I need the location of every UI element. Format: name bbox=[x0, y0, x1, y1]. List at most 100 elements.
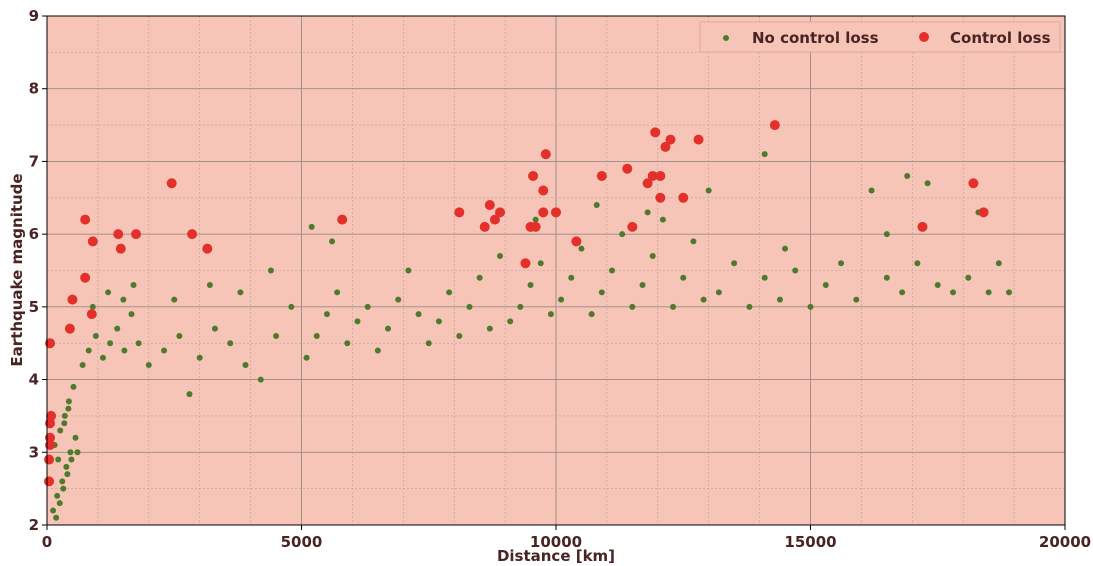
point-no-control-loss bbox=[65, 405, 72, 412]
point-no-control-loss bbox=[838, 260, 845, 267]
point-no-control-loss bbox=[53, 514, 60, 521]
point-control-loss bbox=[64, 323, 75, 334]
point-no-control-loss bbox=[700, 296, 707, 303]
point-no-control-loss bbox=[288, 303, 295, 310]
legend: No control loss Control loss bbox=[699, 21, 1061, 53]
y-tick-label: 5 bbox=[29, 298, 39, 316]
point-no-control-loss bbox=[61, 420, 68, 427]
point-no-control-loss bbox=[206, 282, 213, 289]
point-no-control-loss bbox=[588, 311, 595, 318]
point-control-loss bbox=[540, 149, 551, 160]
point-no-control-loss bbox=[822, 282, 829, 289]
point-no-control-loss bbox=[211, 325, 218, 332]
point-no-control-loss bbox=[782, 245, 789, 252]
point-no-control-loss bbox=[257, 376, 264, 383]
x-tick-label: 15000 bbox=[784, 533, 836, 551]
point-no-control-loss bbox=[55, 456, 62, 463]
point-control-loss bbox=[67, 294, 78, 305]
x-tick-label: 20000 bbox=[1039, 533, 1091, 551]
point-control-loss bbox=[454, 207, 465, 218]
point-no-control-loss bbox=[374, 347, 381, 354]
point-control-loss bbox=[650, 127, 661, 138]
point-no-control-loss bbox=[54, 492, 61, 499]
point-no-control-loss bbox=[323, 311, 330, 318]
point-control-loss bbox=[528, 170, 539, 181]
point-no-control-loss bbox=[89, 303, 96, 310]
point-control-loss bbox=[45, 440, 56, 451]
point-no-control-loss bbox=[868, 187, 875, 194]
point-control-loss bbox=[538, 207, 549, 218]
x-tick-label: 10000 bbox=[530, 533, 582, 551]
point-control-loss bbox=[917, 221, 928, 232]
point-no-control-loss bbox=[72, 434, 79, 441]
point-no-control-loss bbox=[92, 332, 99, 339]
point-no-control-loss bbox=[619, 231, 626, 238]
point-control-loss bbox=[87, 236, 98, 247]
point-no-control-loss bbox=[497, 252, 504, 259]
point-control-loss bbox=[627, 221, 638, 232]
y-axis-ticks: 2 3 4 5 6 7 8 9 bbox=[29, 7, 47, 534]
point-no-control-loss bbox=[924, 180, 931, 187]
x-axis-ticks: 0 5000 10000 15000 20000 bbox=[42, 525, 1091, 551]
point-control-loss bbox=[665, 134, 676, 145]
point-no-control-loss bbox=[130, 282, 137, 289]
point-control-loss bbox=[45, 338, 56, 349]
point-no-control-loss bbox=[598, 289, 605, 296]
point-no-control-loss bbox=[50, 507, 57, 514]
point-no-control-loss bbox=[67, 449, 74, 456]
y-tick-label: 8 bbox=[29, 80, 39, 98]
point-control-loss bbox=[660, 141, 671, 152]
point-no-control-loss bbox=[965, 274, 972, 281]
point-no-control-loss bbox=[176, 332, 183, 339]
point-no-control-loss bbox=[161, 347, 168, 354]
point-no-control-loss bbox=[731, 260, 738, 267]
point-control-loss bbox=[115, 243, 126, 254]
point-no-control-loss bbox=[670, 303, 677, 310]
point-control-loss bbox=[769, 120, 780, 131]
point-no-control-loss bbox=[517, 303, 524, 310]
point-no-control-loss bbox=[56, 500, 63, 507]
point-control-loss bbox=[44, 454, 55, 465]
point-no-control-loss bbox=[99, 354, 106, 361]
point-no-control-loss bbox=[899, 289, 906, 296]
point-no-control-loss bbox=[466, 303, 473, 310]
legend-box bbox=[699, 21, 1061, 53]
point-control-loss bbox=[45, 418, 56, 429]
point-no-control-loss bbox=[644, 209, 651, 216]
point-no-control-loss bbox=[105, 289, 112, 296]
y-tick-label: 3 bbox=[29, 443, 39, 461]
point-no-control-loss bbox=[995, 260, 1002, 267]
point-no-control-loss bbox=[196, 354, 203, 361]
point-no-control-loss bbox=[237, 289, 244, 296]
point-no-control-loss bbox=[649, 252, 656, 259]
point-control-loss bbox=[80, 272, 91, 283]
point-no-control-loss bbox=[715, 289, 722, 296]
point-control-loss bbox=[131, 229, 142, 240]
point-control-loss bbox=[693, 134, 704, 145]
point-no-control-loss bbox=[527, 282, 534, 289]
point-no-control-loss bbox=[344, 340, 351, 347]
point-no-control-loss bbox=[486, 325, 493, 332]
point-control-loss bbox=[622, 163, 633, 174]
point-no-control-loss bbox=[74, 449, 81, 456]
point-no-control-loss bbox=[761, 274, 768, 281]
legend-marker-control-loss bbox=[919, 32, 929, 42]
point-control-loss bbox=[337, 214, 348, 225]
y-tick-label: 7 bbox=[29, 152, 39, 170]
point-no-control-loss bbox=[883, 274, 890, 281]
point-no-control-loss bbox=[705, 187, 712, 194]
point-control-loss bbox=[44, 476, 55, 487]
point-no-control-loss bbox=[853, 296, 860, 303]
point-control-loss bbox=[642, 178, 653, 189]
point-no-control-loss bbox=[64, 471, 71, 478]
point-no-control-loss bbox=[639, 282, 646, 289]
point-no-control-loss bbox=[415, 311, 422, 318]
point-control-loss bbox=[647, 170, 658, 181]
y-tick-label: 6 bbox=[29, 225, 39, 243]
point-no-control-loss bbox=[680, 274, 687, 281]
point-no-control-loss bbox=[60, 485, 67, 492]
point-no-control-loss bbox=[313, 332, 320, 339]
point-no-control-loss bbox=[385, 325, 392, 332]
point-no-control-loss bbox=[303, 354, 310, 361]
